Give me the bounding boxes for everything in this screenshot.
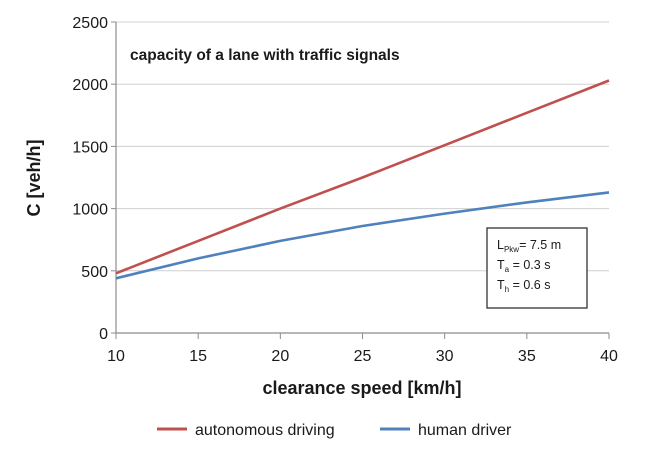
parameter-line: Ta = 0.3 s [497, 258, 550, 274]
x-tick-label: 20 [271, 348, 289, 365]
y-tick-label: 2000 [72, 77, 108, 94]
series-lines [115, 79, 610, 280]
x-tick-label: 10 [107, 348, 125, 365]
parameter-box: LPkw= 7.5 m Ta = 0.3 s Th = 0.6 s [486, 227, 588, 309]
y-tick-label: 500 [81, 264, 108, 281]
x-tick-label: 35 [518, 348, 536, 365]
legend: autonomous driving human driver [157, 422, 512, 439]
series-line-autonomous-driving [115, 79, 610, 275]
x-tick-label: 25 [354, 348, 372, 365]
y-tick-label: 2500 [72, 15, 108, 32]
x-axis-label: clearance speed [km/h] [262, 378, 461, 398]
series-line-human-driver [115, 191, 610, 280]
x-tick-label: 15 [189, 348, 207, 365]
x-tick-label: 40 [600, 348, 618, 365]
parameter-line: Th = 0.6 s [497, 278, 550, 294]
legend-label-human-driver: human driver [418, 422, 512, 439]
y-tick-label: 1500 [72, 139, 108, 156]
y-tick-label: 1000 [72, 202, 108, 219]
chart-title: capacity of a lane with traffic signals [130, 47, 400, 64]
y-axis-label: C [veh/h] [24, 139, 44, 216]
y-tick-labels: 0 500 1000 1500 2000 2500 [72, 15, 116, 343]
legend-label-autonomous-driving: autonomous driving [195, 422, 335, 439]
parameter-box-frame [486, 227, 588, 309]
x-tick-label: 30 [436, 348, 454, 365]
y-tick-label: 0 [99, 326, 108, 343]
parameter-line: LPkw= 7.5 m [497, 238, 561, 254]
x-tick-labels: 10 15 20 25 30 35 40 [107, 333, 618, 365]
